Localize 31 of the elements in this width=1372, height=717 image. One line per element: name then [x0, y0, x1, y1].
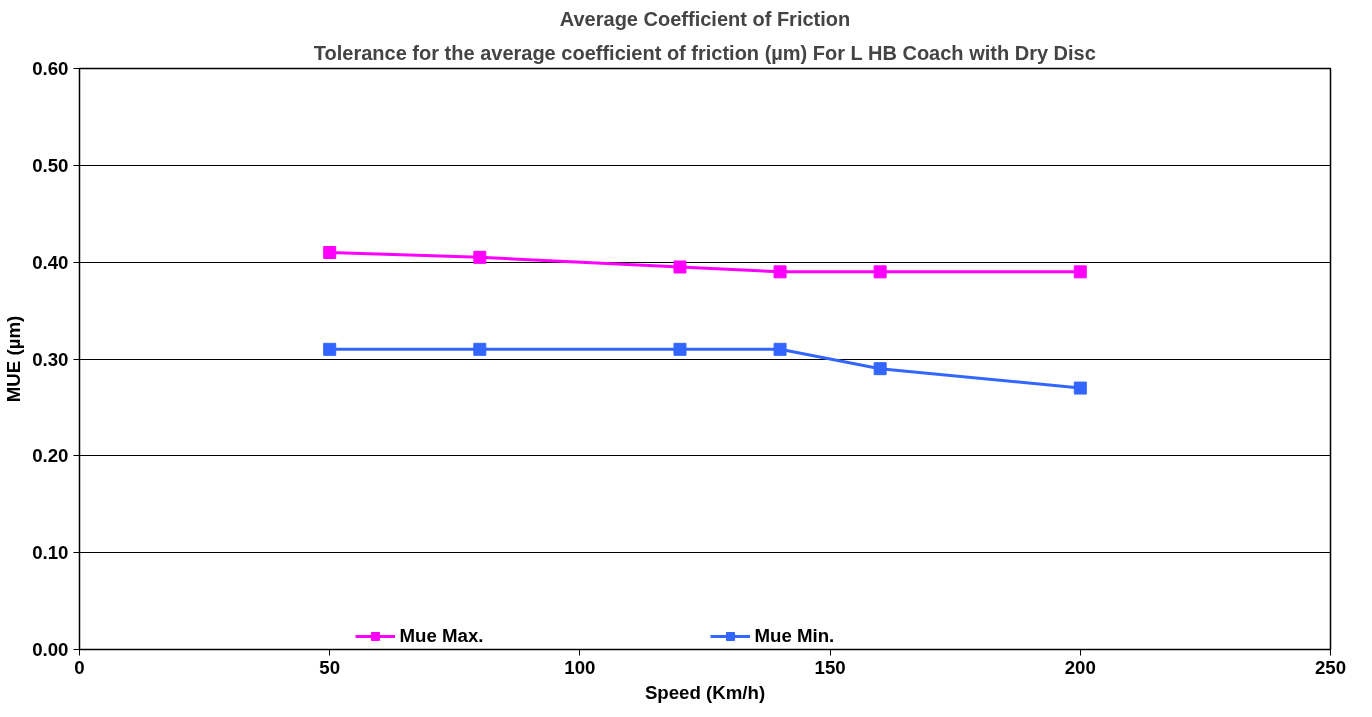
point	[473, 342, 487, 356]
point	[323, 342, 337, 356]
y-tick-label: 0.30	[32, 348, 69, 370]
y-axis-title: MUE (µm)	[3, 315, 25, 403]
legend-label: Mue Min.	[754, 625, 836, 647]
point	[773, 265, 787, 279]
x-tick-label: 150	[814, 656, 846, 678]
x-tick-label: 100	[564, 656, 596, 678]
x-tick-label: 200	[1064, 656, 1096, 678]
point	[773, 342, 787, 356]
point	[673, 260, 687, 274]
point	[323, 245, 337, 259]
x-tick-label: 50	[319, 656, 341, 678]
point	[473, 250, 487, 264]
y-tick-label: 0.10	[32, 542, 69, 564]
point	[673, 342, 687, 356]
legend-label: Mue Max.	[399, 625, 485, 647]
point	[1073, 265, 1087, 279]
chart-title: Average Coefficient of Friction	[559, 7, 851, 30]
x-tick-label: 250	[1314, 656, 1347, 678]
y-tick-label: 0.60	[32, 58, 69, 79]
point	[873, 265, 887, 279]
y-tick-label: 0.40	[32, 251, 69, 273]
point	[1073, 381, 1087, 395]
x-axis-title: Speed (Km/h)	[644, 681, 766, 703]
y-tick-label: 0.20	[32, 445, 69, 467]
y-tick-label: 0.00	[32, 639, 69, 660]
chart-subtitle: Tolerance for the average coefficient of friction (µm) For L HB Coach with Dry Disc	[313, 41, 1096, 64]
y-tick-label: 0.50	[32, 154, 69, 176]
x-tick-label: 0	[74, 656, 85, 678]
point	[873, 362, 887, 376]
